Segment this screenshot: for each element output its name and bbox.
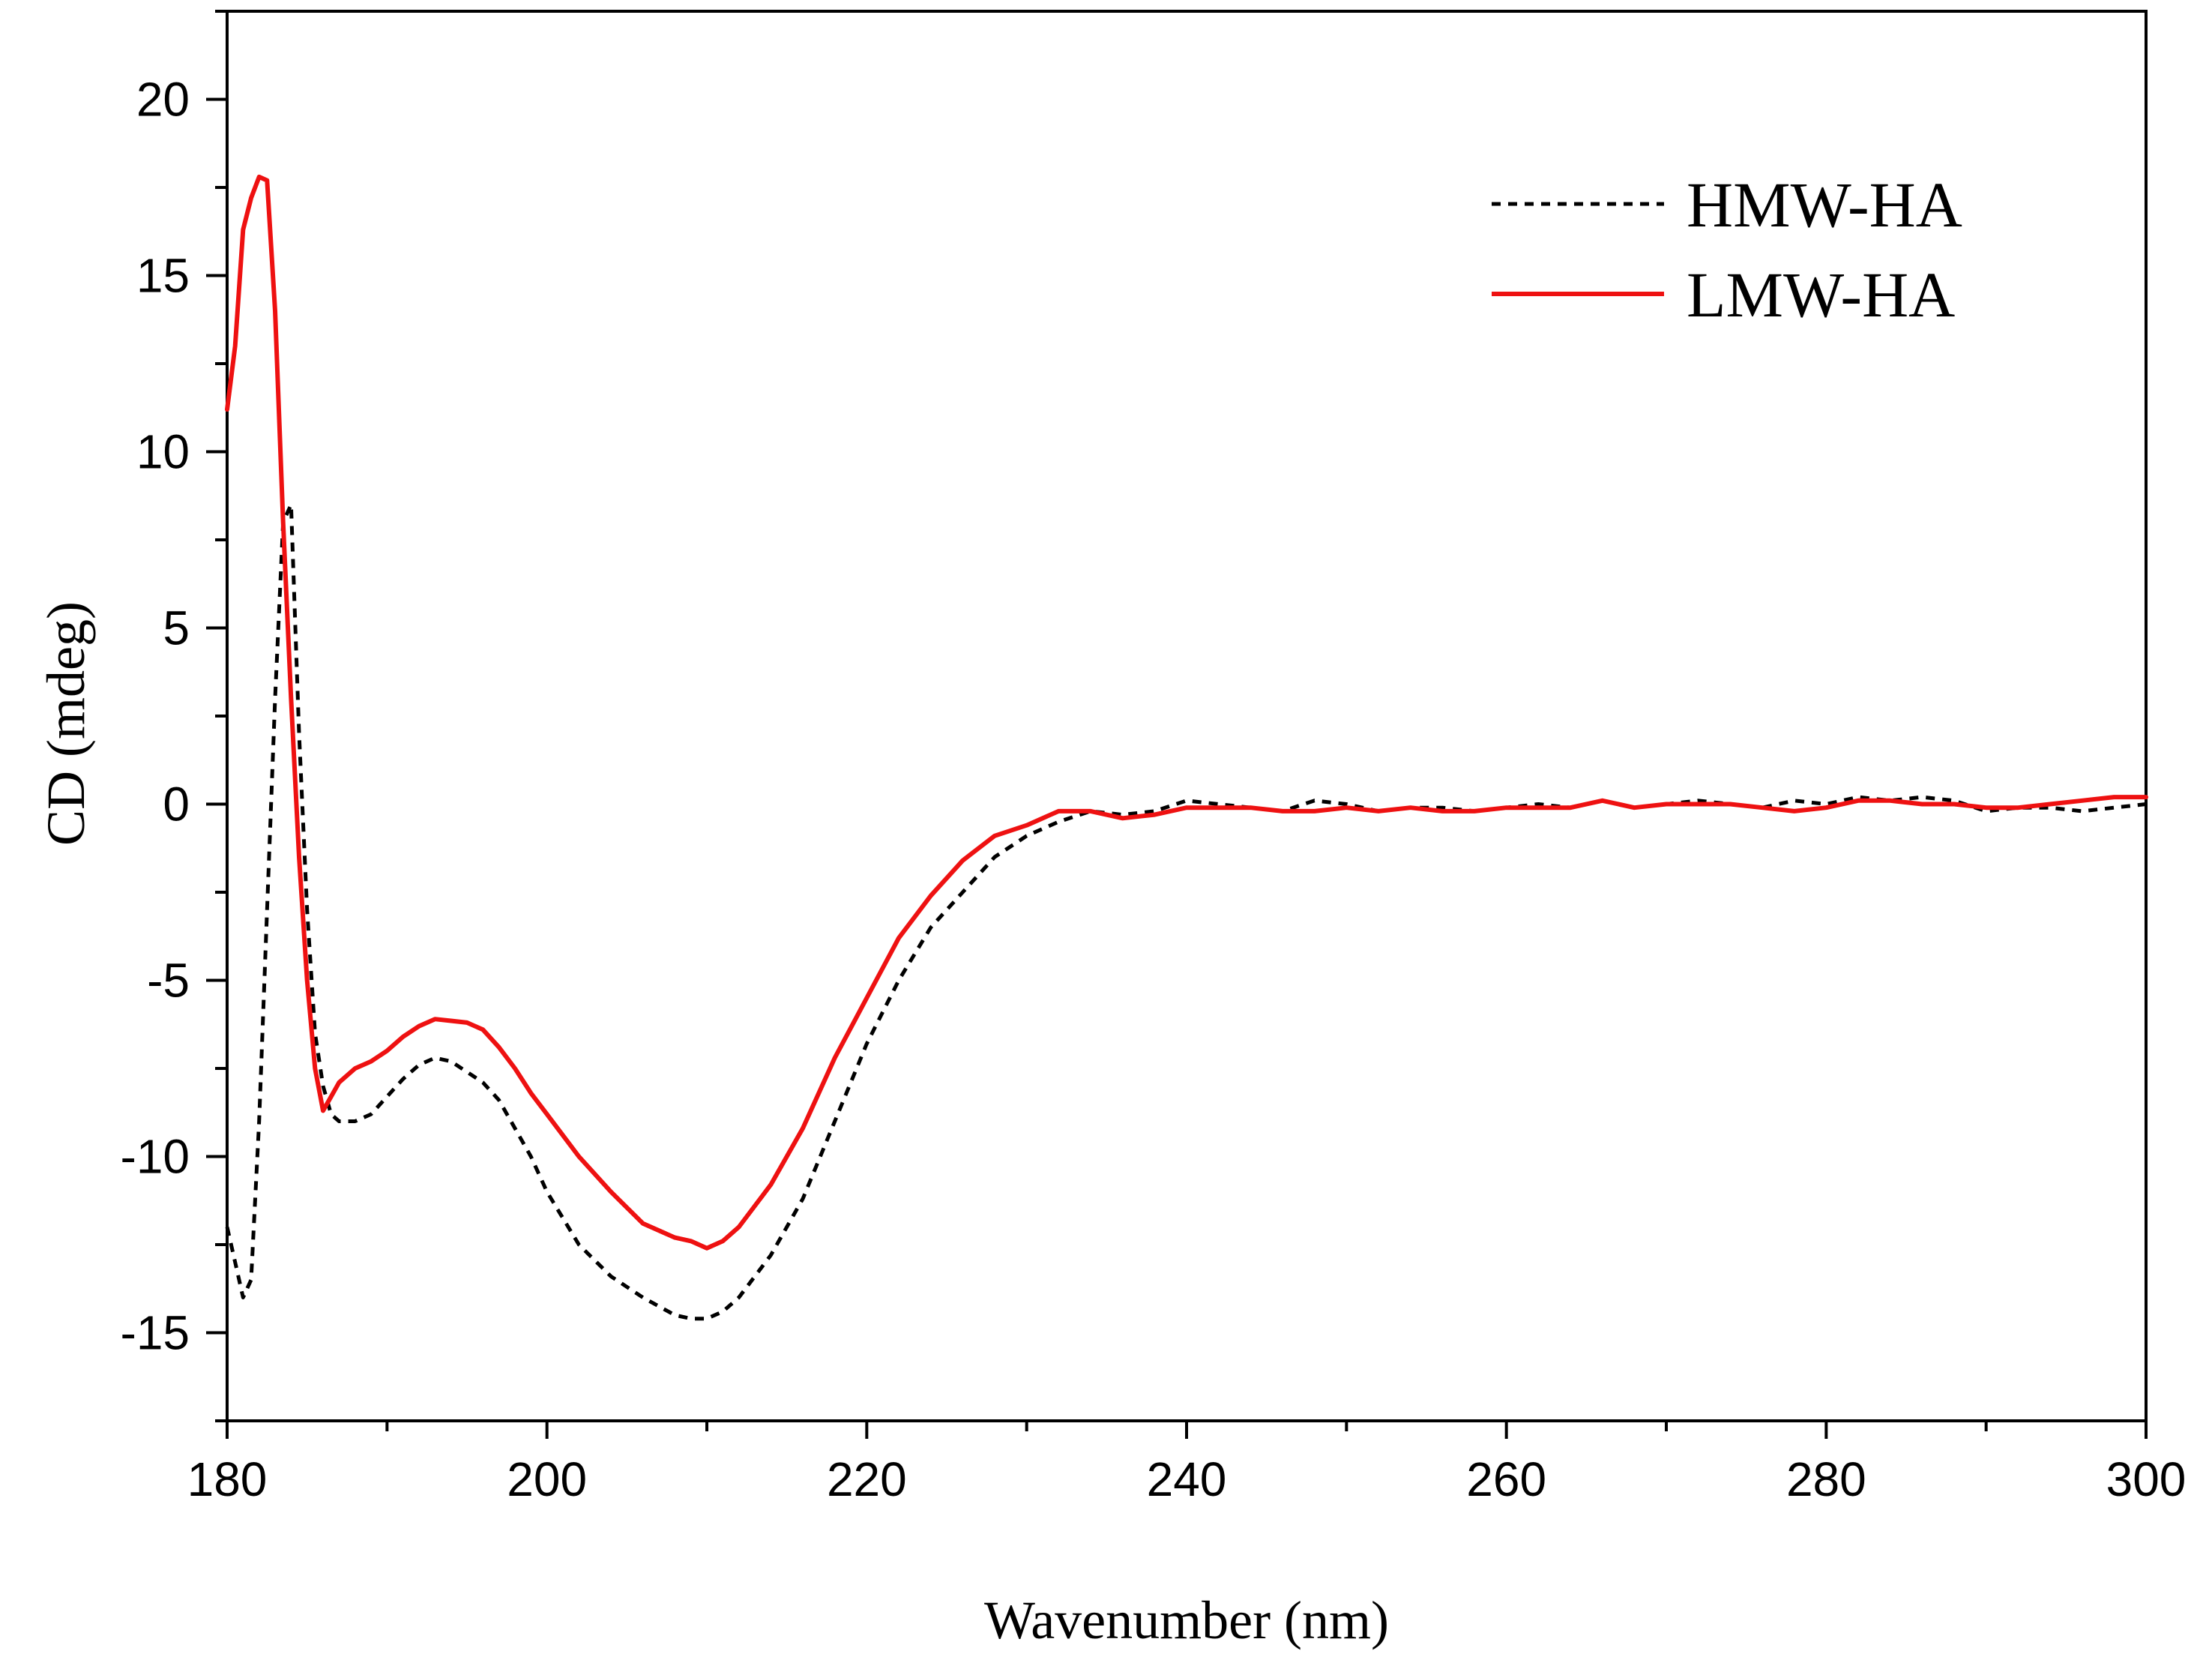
x-axis-title: Wavenumber (nm) bbox=[984, 1590, 1389, 1650]
y-tick-label: 10 bbox=[136, 425, 190, 479]
x-tick-label: 280 bbox=[1786, 1452, 1866, 1506]
series-line-lmw-ha bbox=[225, 174, 2148, 1251]
x-tick-label: 200 bbox=[507, 1452, 587, 1506]
x-tick-label: 240 bbox=[1147, 1452, 1227, 1506]
x-tick-label: 180 bbox=[187, 1452, 268, 1506]
axis-ticks: 180 200 220 240 260 280 300 -15 -10 -5 0 5 10 15 20 bbox=[121, 10, 2187, 1506]
y-tick-label: 5 bbox=[163, 601, 190, 655]
y-axis-title: CD (mdeg) bbox=[36, 601, 96, 846]
y-tick-label: -15 bbox=[121, 1306, 190, 1360]
y-tick-label: 0 bbox=[163, 778, 190, 832]
y-tick-label: 15 bbox=[136, 249, 190, 303]
legend-label-lmw-ha: LMW-HA bbox=[1687, 259, 1955, 331]
legend-label-hmw-ha: HMW-HA bbox=[1687, 169, 1962, 241]
x-tick-label: 260 bbox=[1466, 1452, 1546, 1506]
x-tick-label: 300 bbox=[2106, 1452, 2187, 1506]
y-tick-label: 20 bbox=[136, 73, 190, 127]
legend: HMW-HA LMW-HA bbox=[1492, 169, 1962, 331]
y-tick-label: -5 bbox=[147, 954, 190, 1008]
y-tick-label: -10 bbox=[121, 1130, 190, 1184]
data-series bbox=[225, 174, 2148, 1321]
series-line-hmw-ha bbox=[225, 502, 2147, 1321]
x-tick-label: 220 bbox=[827, 1452, 907, 1506]
